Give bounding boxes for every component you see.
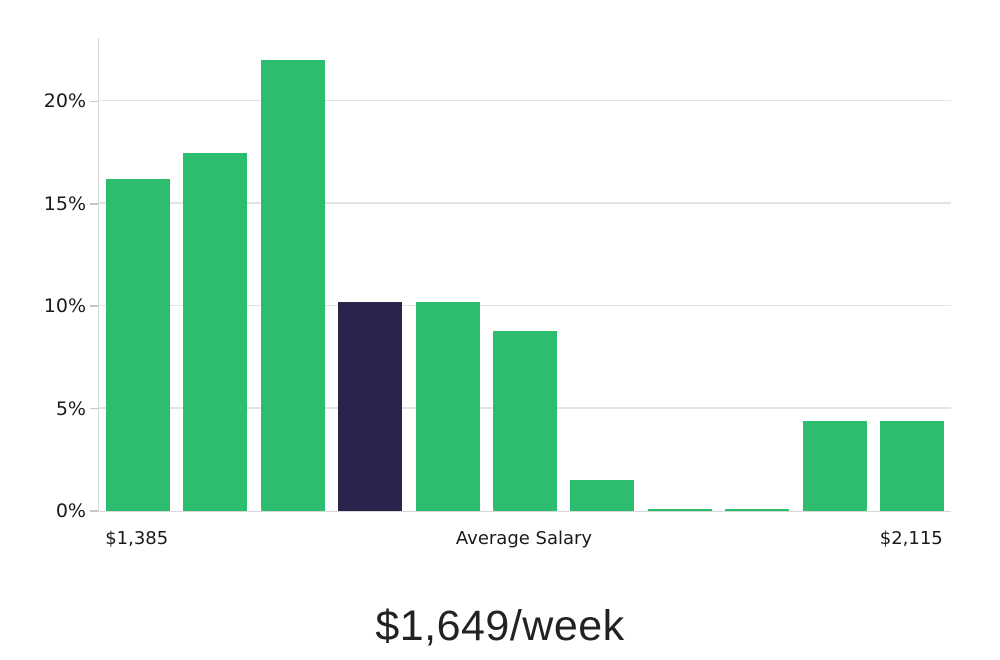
y-tick-label: 0% <box>55 500 86 522</box>
bar <box>183 152 248 511</box>
y-tick-mark <box>90 407 98 410</box>
bar <box>725 508 790 511</box>
y-tick-mark <box>90 510 98 512</box>
y-tick-mark <box>90 203 98 205</box>
y-tick-mark <box>90 100 98 103</box>
y-tick-label: 15% <box>43 192 86 215</box>
bar <box>647 508 712 511</box>
bar <box>570 480 635 511</box>
x-tick-label: $2,115 <box>879 528 943 549</box>
bar <box>802 420 867 511</box>
y-tick-mark <box>90 305 98 307</box>
y-tick-label: 20% <box>43 90 86 113</box>
x-tick-label: Average Salary <box>455 528 593 549</box>
bar <box>415 302 480 511</box>
y-gridline <box>99 304 951 307</box>
y-tick-label: 5% <box>55 397 86 420</box>
bar <box>260 60 325 511</box>
bar <box>105 179 170 511</box>
plot-area <box>98 38 951 512</box>
bar <box>493 330 557 511</box>
y-tick-label: 10% <box>43 295 86 318</box>
x-tick-label: $1,385 <box>105 528 169 549</box>
chart-title: $1,649/week <box>375 602 625 650</box>
highlighted-bar <box>338 302 403 511</box>
y-gridline <box>99 202 951 204</box>
y-gridline <box>99 99 951 102</box>
bar <box>880 420 945 511</box>
